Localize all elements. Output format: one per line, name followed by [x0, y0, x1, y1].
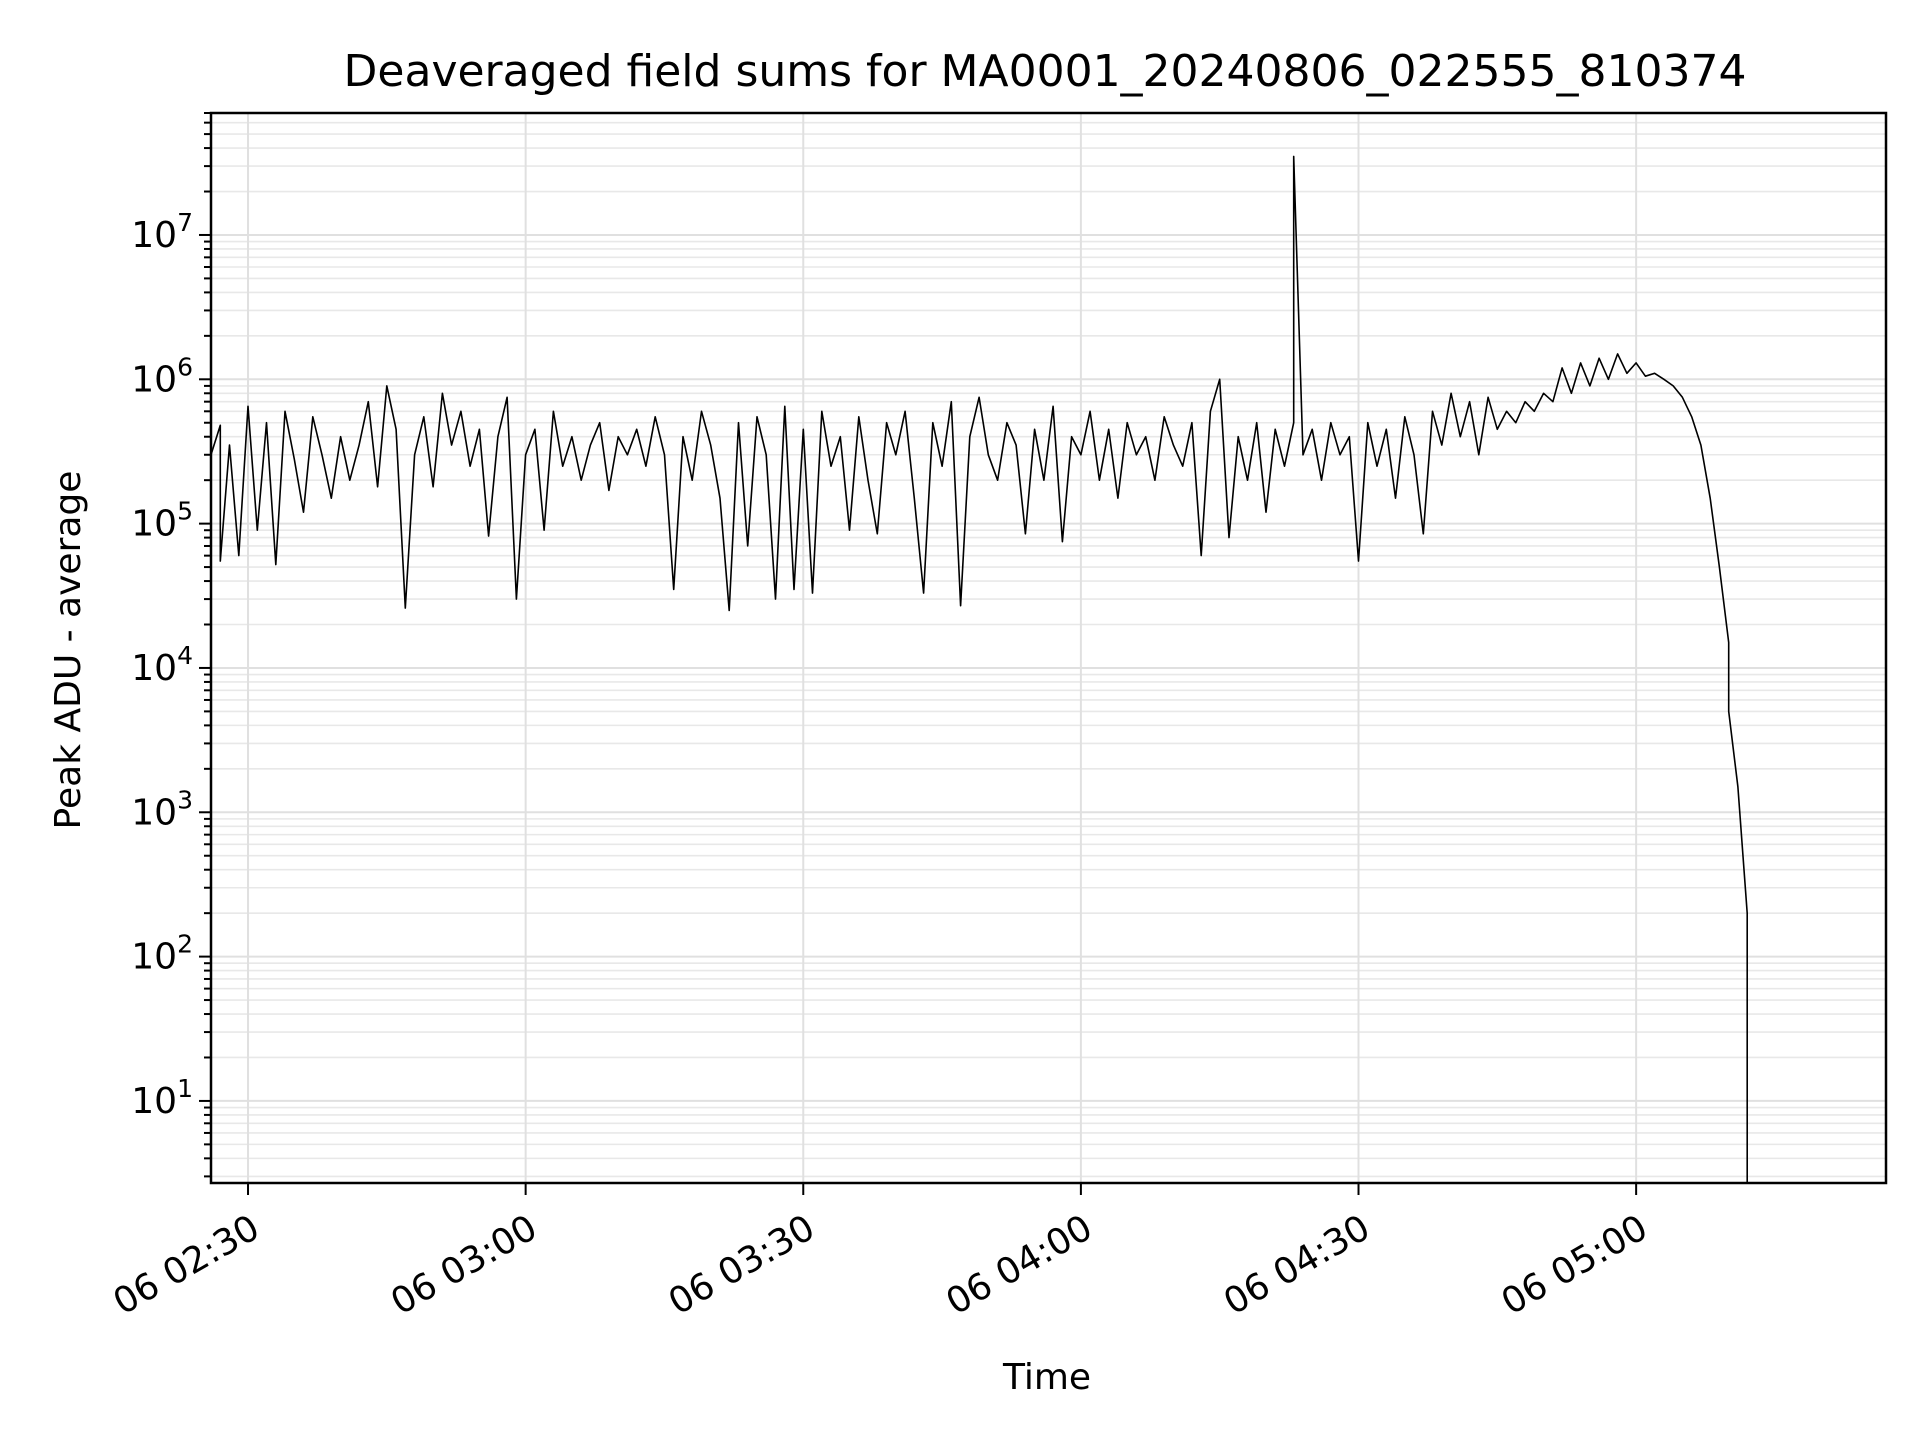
y-tick-label: 107 [131, 208, 193, 256]
y-tick-label: 101 [131, 1074, 193, 1122]
y-tick-label: 103 [131, 785, 193, 833]
chart-title: Deaveraged field sums for MA0001_2024080… [344, 46, 1747, 97]
series-line-1 [210, 155, 1748, 1183]
y-tick-label: 102 [131, 930, 193, 978]
plot-frame [209, 111, 1888, 1185]
grid [211, 112, 1886, 1183]
y-tick-label: 106 [131, 352, 193, 400]
x-axis-label: Time [1002, 1357, 1091, 1398]
y-tick-label: 105 [131, 497, 193, 545]
series-layer [210, 155, 1748, 1183]
y-tick-label: 104 [131, 641, 193, 689]
y-axis-label: Peak ADU - average [48, 471, 89, 830]
